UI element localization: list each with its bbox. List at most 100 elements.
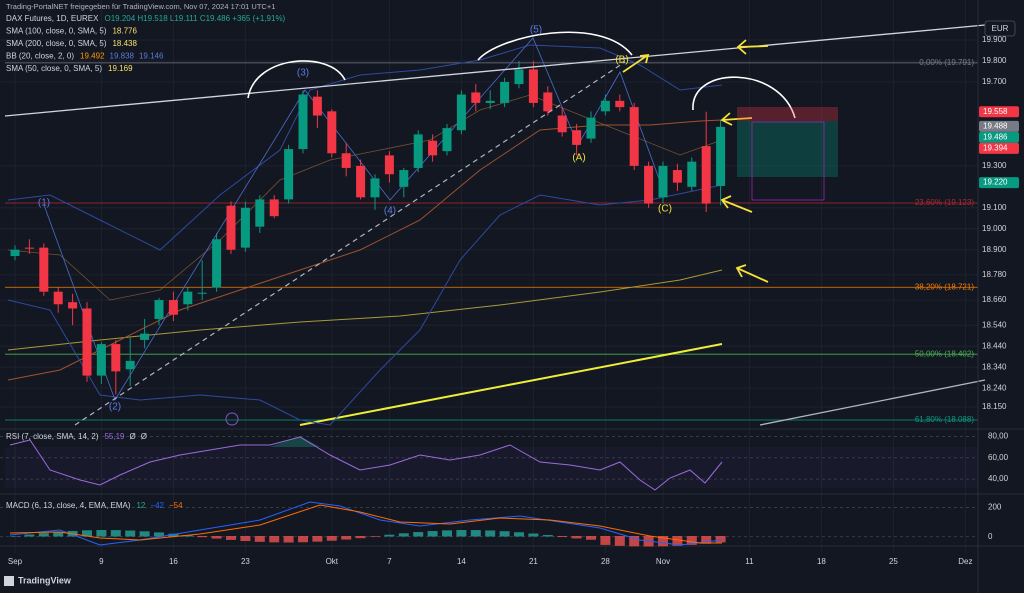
candle-body (255, 199, 265, 227)
candle-body (399, 170, 409, 187)
macd-bar (326, 536, 337, 541)
price-badge-label: 19.488 (983, 122, 1008, 131)
macd-bar (398, 533, 409, 537)
candle-body (356, 165, 366, 198)
wave-label: (4) (384, 206, 396, 217)
price-badge (979, 131, 1019, 143)
macd-bar (571, 536, 582, 539)
fib-label: 38,20% (18.721) (915, 282, 974, 291)
x-tick-label: 16 (169, 557, 178, 566)
candle-body (644, 165, 654, 204)
candle-body (471, 92, 481, 103)
candle-body (240, 207, 250, 248)
candle-body (68, 302, 78, 309)
legend-value: 18.776 (112, 27, 137, 36)
macd-bar (528, 533, 539, 537)
logo (4, 576, 14, 586)
candle-body (168, 300, 178, 315)
fib-label: 61,80% (18.088) (915, 415, 974, 424)
candle-body (600, 100, 610, 112)
macd-bar (82, 530, 92, 537)
trend-line (759, 379, 986, 426)
arc (692, 76, 796, 119)
y-tick-label: 18.240 (982, 383, 1007, 392)
y-tick-label: 19.300 (982, 161, 1007, 170)
macd-title: MACD (6, 13, close, 4, EMA, EMA) (6, 501, 131, 510)
candle-body (197, 292, 207, 294)
candle-body (485, 100, 495, 103)
y-tick-label: 18.440 (982, 341, 1007, 350)
price-badge-label: 19.558 (983, 107, 1008, 116)
candle-body (312, 96, 322, 116)
macd-bar (283, 536, 294, 543)
macd-bar (211, 536, 222, 539)
macd-bar (542, 534, 553, 537)
fib-label: 0,00% (19.791) (919, 58, 974, 67)
y-tick-label: 19.900 (982, 35, 1007, 44)
price-badge-label: 19.486 (983, 133, 1008, 142)
candle-body (341, 153, 351, 168)
trend-line (74, 61, 626, 426)
candle-body (672, 170, 682, 183)
macd-bar (686, 536, 697, 545)
macd-bar (456, 530, 467, 537)
legend-label: SMA (50, close, 0, SMA, 5) (6, 64, 102, 73)
legend-value: 19.146 (139, 52, 164, 61)
candle-body (327, 111, 337, 154)
macd-value: −42 (150, 501, 164, 510)
currency-button[interactable] (984, 20, 1016, 37)
macd-bar (355, 536, 366, 539)
fib-label: 50,00% (18.402) (915, 349, 974, 358)
brand: TradingView (18, 575, 72, 585)
x-tick-label: Okt (326, 557, 339, 566)
candle-body (456, 94, 466, 131)
legend-value: 19.492 (80, 52, 105, 61)
macd-bar (370, 536, 380, 537)
wave-label: (B) (615, 55, 628, 66)
candle-body (716, 126, 726, 186)
candle-body (39, 247, 49, 292)
candle-body (528, 69, 538, 103)
price-badge-label: 19.394 (983, 144, 1008, 153)
currency[interactable]: EUR (992, 24, 1009, 33)
candle-body (154, 300, 164, 319)
target-zone (737, 121, 838, 177)
candle-body (543, 92, 553, 112)
x-tick-label: 23 (241, 557, 250, 566)
legend-label: SMA (100, close, 0, SMA, 5) (6, 27, 107, 36)
rsi-title: RSI (7, close, SMA, 14, 2) (6, 432, 99, 441)
macd-bar (600, 536, 611, 545)
fib-label: 23,60% (19.123) (915, 198, 974, 207)
x-tick-label: Nov (656, 557, 670, 566)
macd-bar (53, 531, 64, 537)
range-box (751, 121, 825, 201)
x-tick-label: Dez (958, 557, 972, 566)
macd-tick-label: 0 (988, 532, 993, 541)
annotations (4, 24, 986, 426)
labels: Trading-PortalNET freigegeben für Tradin… (4, 2, 1019, 586)
trend-line (4, 24, 986, 117)
wave-label: (3) (297, 68, 309, 79)
macd-bar (629, 536, 640, 547)
candle-body (82, 308, 92, 376)
legend-value: O19.204 H19.518 L19.111 C19.486 +365 (+1… (104, 14, 285, 23)
macd-value: 12 (136, 501, 145, 510)
candle-body (572, 130, 582, 145)
y-tick-label: 19.000 (982, 224, 1007, 233)
wave-label: (1) (38, 198, 50, 209)
legend-value: 19.838 (110, 52, 135, 61)
marker (225, 412, 239, 426)
price-badge (979, 177, 1019, 189)
macd-bar (182, 535, 193, 537)
price-badge-label: 19.220 (983, 178, 1008, 187)
sma-50 (7, 119, 723, 381)
macd-line (9, 501, 723, 546)
macd-bar (154, 532, 164, 537)
candle-body (24, 247, 34, 249)
candle-body (96, 344, 106, 376)
macd-bar (298, 536, 308, 543)
macd-bar (672, 536, 683, 546)
y-tick-label: 19.800 (982, 56, 1007, 65)
candle-body (284, 149, 294, 200)
